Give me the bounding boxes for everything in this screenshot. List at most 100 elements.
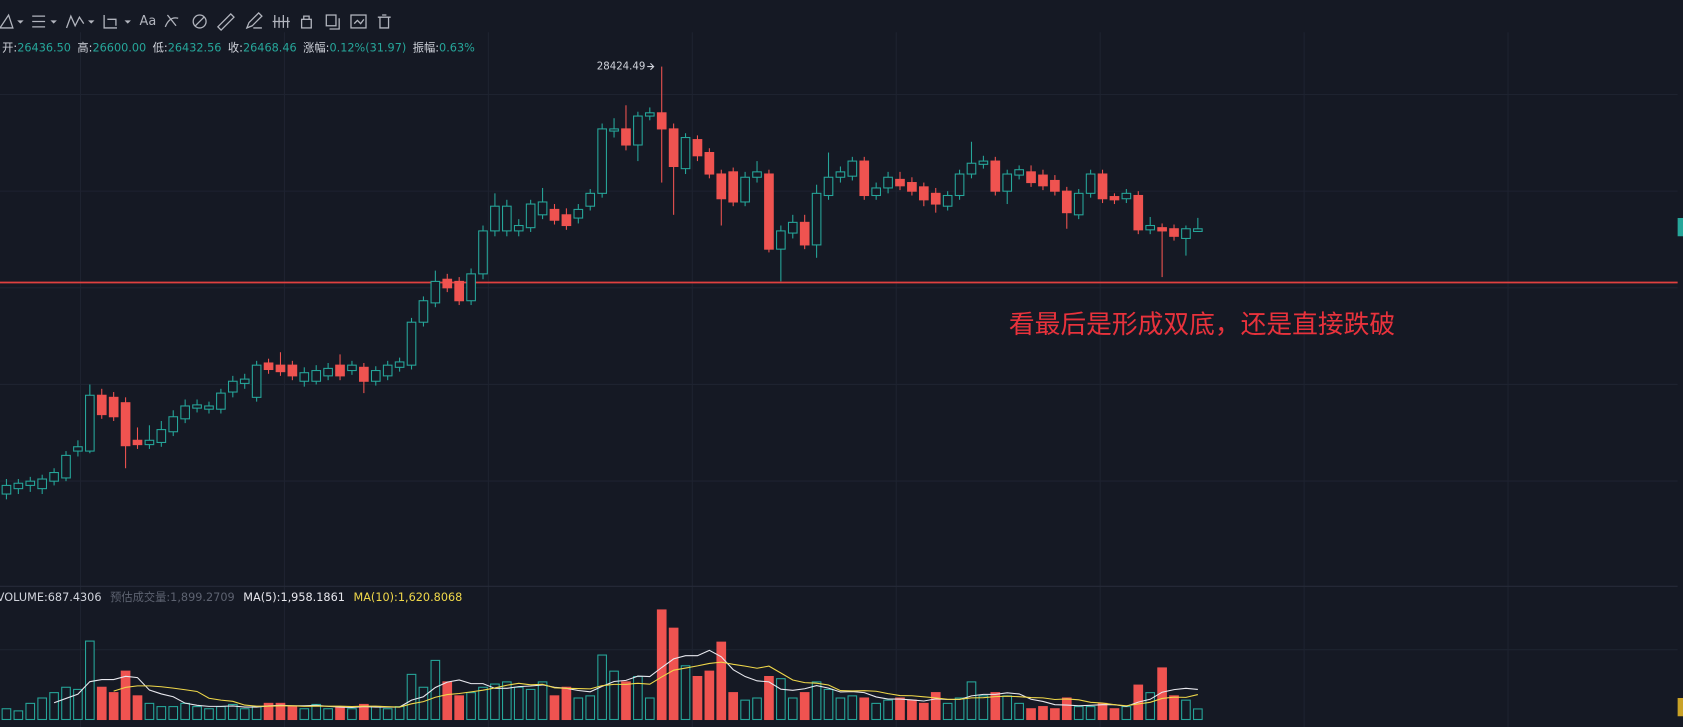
volume-bar <box>287 706 298 721</box>
volume-bar <box>680 665 691 721</box>
volume-bar <box>1145 692 1156 721</box>
tool-text[interactable]: Aa <box>140 14 157 29</box>
volume-bar <box>871 702 881 721</box>
volume-bar <box>335 706 345 721</box>
volume-bar <box>668 627 679 721</box>
volume-bar <box>954 697 965 721</box>
volume-bar <box>13 710 24 721</box>
legend-value: 0.63% <box>439 41 475 54</box>
candle-body <box>1061 190 1072 214</box>
candle-body <box>156 429 167 443</box>
candles <box>1 66 1203 500</box>
candle-body <box>1109 196 1120 201</box>
volume-bar <box>1169 695 1179 721</box>
tool-hlines[interactable] <box>32 15 57 28</box>
candle-body <box>430 280 441 304</box>
tool-copy[interactable] <box>325 14 340 30</box>
candle-body <box>251 364 262 398</box>
tool-lock[interactable] <box>300 15 312 29</box>
volume-bar <box>1 708 12 721</box>
legend-label: 收: <box>228 40 243 54</box>
tool-delete[interactable] <box>377 14 391 29</box>
candle-body <box>525 203 536 229</box>
candle-body <box>502 205 512 232</box>
volume-bar <box>1050 708 1060 721</box>
candle-body <box>227 380 238 393</box>
candle-body <box>323 367 333 377</box>
volume-bar <box>144 702 155 721</box>
volume-bar <box>978 695 989 721</box>
volume-bar <box>1085 706 1096 721</box>
tool-line[interactable] <box>0 13 24 29</box>
candle-body <box>1014 169 1024 176</box>
volume-bar <box>549 695 560 721</box>
volume-legend-item: 预估成交量:1,899.2709 <box>110 590 235 604</box>
legend-label: 振幅: <box>413 40 439 54</box>
volume-bar <box>37 697 48 721</box>
candle-body <box>811 192 822 246</box>
candle-body <box>1038 174 1048 187</box>
volume-bar <box>740 699 750 721</box>
candle-body <box>311 370 322 382</box>
candle-body <box>347 364 357 372</box>
volume-bar <box>799 692 810 721</box>
moving-averages <box>53 649 1198 708</box>
candle-body <box>716 173 727 200</box>
volume-bar <box>251 706 262 721</box>
volume-bar <box>585 695 596 721</box>
tool-screenshot[interactable] <box>350 14 367 29</box>
volume-bar <box>1026 708 1036 721</box>
candle-body <box>978 160 989 165</box>
candle-body <box>990 160 1001 192</box>
tool-pencil[interactable] <box>245 11 263 30</box>
candle-body <box>216 392 226 410</box>
volume-bar <box>323 708 333 721</box>
candle-body <box>740 176 750 203</box>
candle-body <box>728 171 739 203</box>
tool-magnet[interactable] <box>272 15 290 28</box>
candle-body <box>13 482 24 490</box>
volume-bar <box>299 708 310 721</box>
candle-body <box>585 192 596 207</box>
candle-body <box>73 446 83 452</box>
candle-body <box>1073 192 1084 216</box>
tool-wave[interactable] <box>65 14 95 29</box>
tool-ruler[interactable] <box>216 13 235 31</box>
candle-body <box>573 208 584 219</box>
ma-legend-item: MA(10):1,620.8068 <box>354 591 463 604</box>
volume-bar <box>883 699 893 721</box>
candle-body <box>37 478 48 490</box>
volume-bar <box>930 692 941 721</box>
candle-body <box>1133 194 1144 231</box>
toolbar: Aa <box>0 11 391 31</box>
candle-body <box>823 176 834 197</box>
candle-body <box>370 370 381 382</box>
candle-body <box>680 136 691 170</box>
candle-body <box>752 171 762 178</box>
volume-bar <box>609 670 619 721</box>
volume-bar <box>787 697 798 721</box>
candle-body <box>25 480 36 486</box>
tool-measure[interactable] <box>103 15 131 29</box>
legend-value: 26436.50 <box>17 41 71 54</box>
candle-body <box>907 182 917 192</box>
tool-eraser[interactable] <box>192 14 207 29</box>
volume-bar <box>573 697 584 721</box>
volume-bar <box>525 688 536 721</box>
volume-bar <box>859 697 870 721</box>
volume-bar <box>263 702 274 721</box>
candle-body <box>132 439 143 446</box>
volume-bar <box>359 703 369 721</box>
volume-bar <box>96 686 107 721</box>
candle-body <box>168 416 179 433</box>
tool-brush[interactable] <box>164 14 179 28</box>
candle-body <box>609 128 619 132</box>
candle-body <box>275 364 286 373</box>
candle-body <box>621 128 631 146</box>
volume-bar <box>1181 699 1191 721</box>
candle-body <box>513 224 524 232</box>
volume-bar <box>180 702 190 721</box>
volume-bar <box>73 688 83 721</box>
